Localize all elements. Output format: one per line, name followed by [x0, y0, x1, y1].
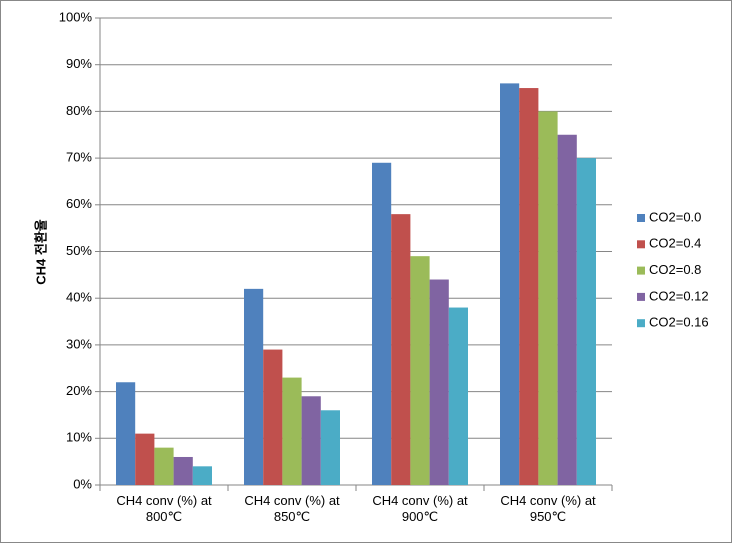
y-axis-title: CH4 전환율: [33, 219, 48, 285]
bar: [116, 382, 136, 485]
x-tick-label: CH4 conv (%) at 800℃: [116, 493, 212, 524]
legend-label: CO2=0.16: [649, 315, 709, 330]
bar: [244, 288, 264, 485]
y-tick-label: 70%: [66, 150, 92, 165]
bar: [282, 377, 302, 485]
bar: [320, 410, 340, 485]
y-tick-label: 10%: [66, 430, 92, 445]
legend-label: CO2=0.12: [649, 288, 709, 303]
bar: [154, 447, 174, 485]
bar: [173, 456, 193, 485]
bar: [301, 396, 321, 485]
bar: [192, 466, 212, 485]
y-tick-label: 20%: [66, 383, 92, 398]
y-tick-label: 30%: [66, 336, 92, 351]
legend-label: CO2=0.4: [649, 236, 701, 251]
y-tick-label: 40%: [66, 290, 92, 305]
bar: [135, 433, 155, 485]
y-tick-label: 60%: [66, 196, 92, 211]
bar: [576, 158, 596, 485]
bar: [557, 134, 577, 485]
y-tick-label: 90%: [66, 56, 92, 71]
x-tick-label: CH4 conv (%) at 850℃: [244, 493, 340, 524]
bar: [519, 88, 539, 486]
legend-label: CO2=0.8: [649, 262, 701, 277]
x-tick-label: CH4 conv (%) at 900℃: [372, 493, 468, 524]
y-tick-label: 100%: [59, 9, 93, 24]
bar: [410, 256, 430, 485]
y-tick-label: 0%: [73, 476, 92, 491]
bar: [448, 307, 468, 485]
legend-swatch: [637, 292, 645, 301]
legend-label: CO2=0.0: [649, 209, 701, 224]
bar: [263, 349, 283, 485]
y-tick-label: 80%: [66, 103, 92, 118]
x-tick-label: CH4 conv (%) at 950℃: [500, 493, 596, 524]
legend-swatch: [637, 240, 645, 249]
legend-swatch: [637, 214, 645, 222]
bar: [391, 214, 411, 485]
legend-swatch: [637, 266, 645, 275]
bar: [429, 279, 449, 485]
bar: [500, 83, 520, 485]
legend-swatch: [637, 319, 645, 328]
bar: [538, 111, 558, 486]
bar: [372, 162, 392, 485]
y-tick-label: 50%: [66, 243, 92, 258]
